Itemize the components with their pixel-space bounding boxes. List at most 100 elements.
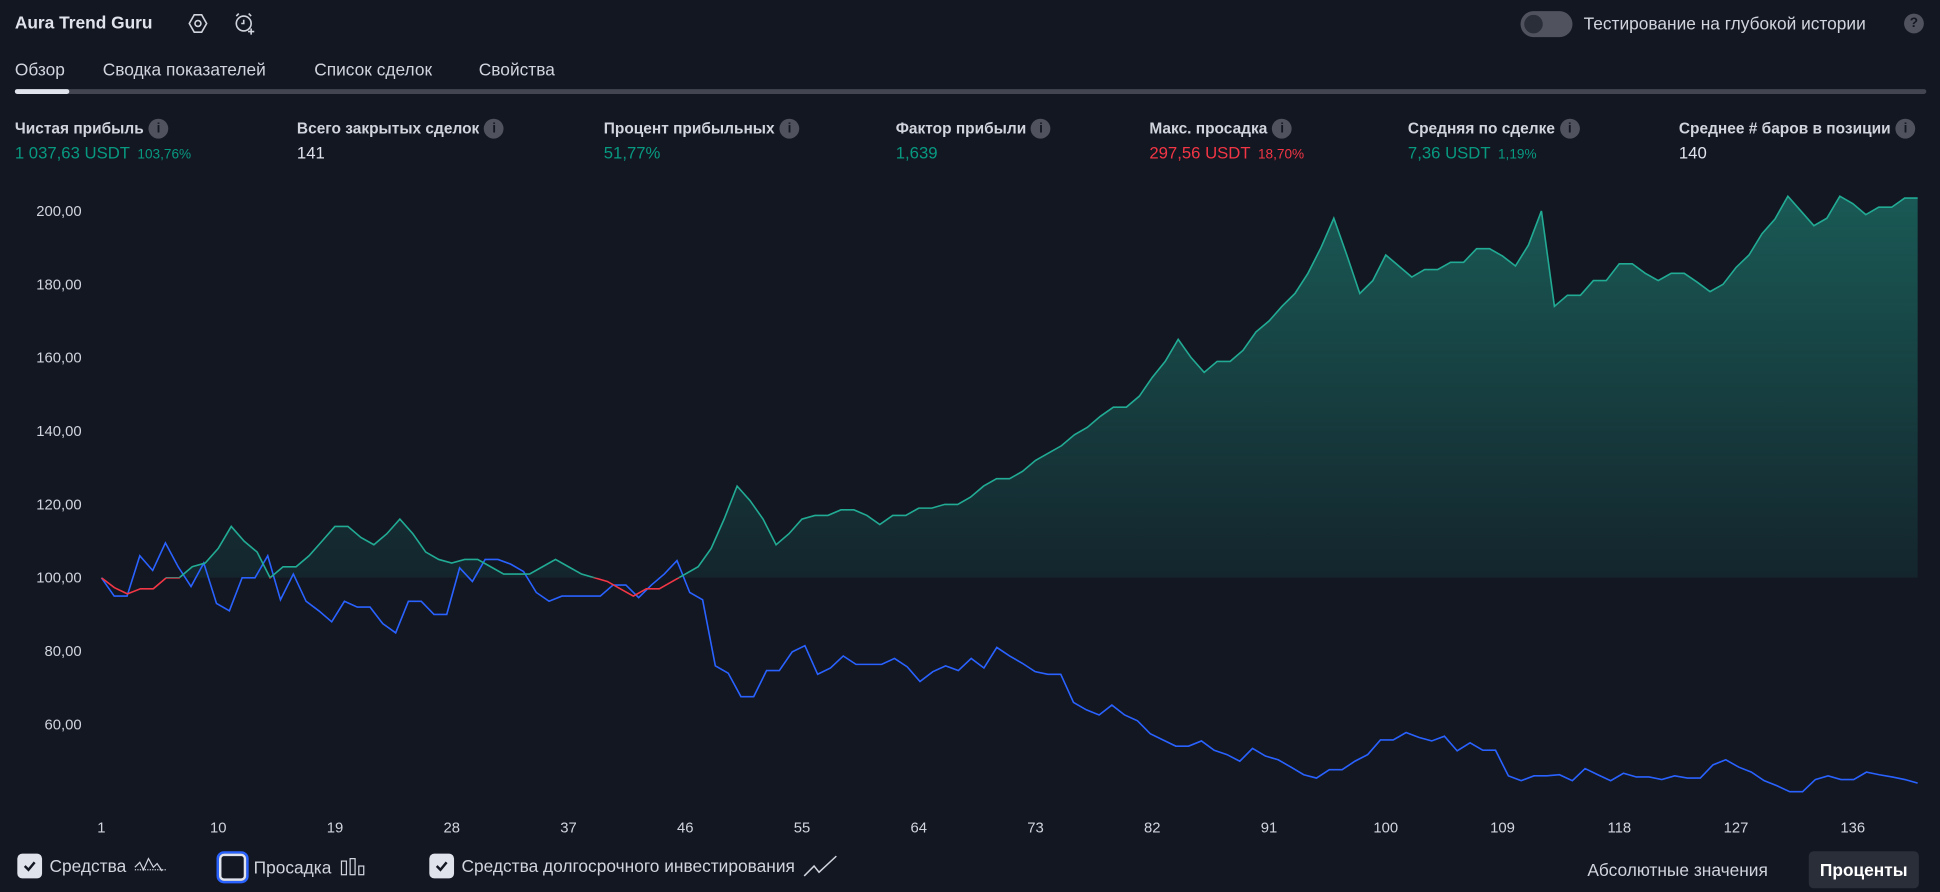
info-icon[interactable]: i bbox=[148, 118, 169, 139]
tab-performance-summary[interactable]: Сводка показателей bbox=[102, 59, 266, 80]
x-tick-label: 46 bbox=[677, 821, 694, 837]
stat-2: Процент прибыльных i 51,77% bbox=[603, 118, 800, 163]
stat-value-main: 1,639 bbox=[895, 143, 938, 163]
help-icon[interactable]: ? bbox=[1904, 13, 1924, 34]
x-tick-label: 1 bbox=[97, 821, 105, 837]
stat-value-main: 1 037,63 USDT bbox=[14, 143, 130, 163]
stat-label-text: Чистая прибыль bbox=[14, 120, 144, 138]
x-tick-label: 118 bbox=[1607, 821, 1631, 837]
legend-drawdown[interactable]: Просадка bbox=[218, 853, 366, 881]
equity-checkbox[interactable] bbox=[17, 853, 43, 879]
buy-hold-line bbox=[100, 541, 1918, 793]
x-tick-label: 100 bbox=[1373, 821, 1398, 837]
x-tick-label: 82 bbox=[1144, 821, 1161, 837]
stat-value: 7,36 USDT 1,19% bbox=[1408, 144, 1580, 163]
stat-label-text: Всего закрытых сделок bbox=[296, 120, 480, 138]
x-tick-label: 73 bbox=[1027, 821, 1044, 837]
legend-drawdown-label: Просадка bbox=[253, 857, 332, 878]
deep-history-label: Тестирование на глубокой истории bbox=[1583, 13, 1866, 34]
stat-label-text: Средняя по сделке bbox=[1407, 120, 1555, 138]
stat-6: Среднее # баров в позиции i 140 bbox=[1678, 118, 1916, 163]
stat-value: 1 037,63 USDT 103,76% bbox=[15, 144, 191, 163]
legend-buy-hold[interactable]: Средства долгосрочного инвестирования bbox=[429, 853, 837, 879]
y-tick-label: 80,00 bbox=[45, 644, 82, 660]
buy-hold-checkbox[interactable] bbox=[429, 853, 455, 879]
stat-value-main: 140 bbox=[1678, 143, 1707, 163]
x-tick-label: 28 bbox=[443, 821, 460, 837]
legend-equity-label: Средства bbox=[49, 856, 127, 876]
stat-value: 141 bbox=[297, 144, 504, 163]
add-alert-icon[interactable] bbox=[233, 11, 258, 36]
absolute-values-button[interactable]: Абсолютные значения bbox=[1587, 859, 1768, 880]
x-tick-label: 64 bbox=[910, 821, 927, 837]
tab-indicator-bar bbox=[14, 89, 1927, 95]
deep-history-toggle[interactable] bbox=[1520, 11, 1573, 38]
y-tick-label: 120,00 bbox=[36, 497, 81, 513]
tab-properties[interactable]: Свойства bbox=[478, 59, 555, 80]
stat-label: Среднее # баров в позиции i bbox=[1678, 118, 1916, 139]
stat-0: Чистая прибыль i 1 037,63 USDT 103,76% bbox=[14, 118, 191, 163]
stat-label-text: Фактор прибыли bbox=[895, 120, 1027, 138]
legend-equity[interactable]: Средства bbox=[17, 853, 168, 879]
stat-label: Фактор прибыли i bbox=[895, 118, 1051, 139]
stat-value-main: 297,56 USDT bbox=[1149, 143, 1251, 163]
drawdown-bars-icon bbox=[340, 857, 365, 876]
check-icon bbox=[435, 861, 448, 872]
drawdown-checkbox[interactable] bbox=[218, 853, 247, 881]
x-tick-label: 37 bbox=[560, 821, 577, 837]
x-tick-label: 55 bbox=[794, 821, 811, 837]
stat-label-text: Среднее # баров в позиции bbox=[1678, 120, 1891, 138]
equity-chart: 200,00180,00160,00140,00120,00100,0080,0… bbox=[36, 194, 1918, 837]
stat-4: Макс. просадка i 297,56 USDT 18,70% bbox=[1149, 118, 1304, 163]
equity-wave-icon bbox=[134, 857, 168, 872]
settings-icon[interactable] bbox=[186, 11, 211, 36]
stat-label: Чистая прибыль i bbox=[14, 118, 191, 139]
stat-label-text: Процент прибыльных bbox=[603, 120, 775, 138]
x-tick-label: 136 bbox=[1840, 821, 1865, 837]
stat-label: Процент прибыльных i bbox=[603, 118, 800, 139]
stat-label-text: Макс. просадка bbox=[1149, 120, 1268, 138]
equity-area-fill bbox=[101, 196, 1918, 578]
stat-5: Средняя по сделке i 7,36 USDT 1,19% bbox=[1407, 118, 1580, 163]
buy-hold-line-icon bbox=[803, 855, 837, 877]
y-tick-label: 60,00 bbox=[45, 717, 82, 733]
info-icon[interactable]: i bbox=[1272, 118, 1293, 139]
stat-1: Всего закрытых сделок i 141 bbox=[296, 118, 505, 163]
info-icon[interactable]: i bbox=[1031, 118, 1051, 139]
stat-value-percent: 103,76% bbox=[137, 147, 192, 163]
y-tick-label: 160,00 bbox=[36, 351, 81, 367]
y-tick-label: 100,00 bbox=[36, 571, 81, 587]
tab-trades-list[interactable]: Список сделок bbox=[314, 59, 433, 80]
stat-value: 140 bbox=[1679, 144, 1915, 163]
x-tick-label: 127 bbox=[1724, 821, 1749, 837]
stat-value-main: 7,36 USDT bbox=[1407, 143, 1491, 163]
percent-button[interactable]: Проценты bbox=[1808, 851, 1919, 889]
toggle-knob bbox=[1524, 14, 1543, 34]
y-tick-label: 180,00 bbox=[36, 277, 81, 293]
y-tick-label: 200,00 bbox=[36, 204, 81, 220]
check-icon bbox=[23, 861, 36, 872]
stat-value: 51,77% bbox=[604, 144, 800, 163]
y-tick-label: 140,00 bbox=[36, 424, 81, 440]
stat-3: Фактор прибыли i 1,639 bbox=[895, 118, 1051, 163]
stat-value: 1,639 bbox=[896, 144, 1051, 163]
stat-label: Всего закрытых сделок i bbox=[296, 118, 505, 139]
stat-value-percent: 18,70% bbox=[1257, 147, 1305, 163]
x-tick-label: 10 bbox=[210, 821, 227, 837]
info-icon[interactable]: i bbox=[484, 118, 505, 139]
stat-value-main: 141 bbox=[296, 143, 325, 163]
active-tab-indicator bbox=[14, 89, 70, 95]
stat-value-percent: 1,19% bbox=[1497, 147, 1537, 163]
info-icon[interactable]: i bbox=[779, 118, 800, 139]
x-tick-label: 19 bbox=[327, 821, 344, 837]
info-icon[interactable]: i bbox=[1895, 118, 1916, 139]
stat-label: Макс. просадка i bbox=[1149, 118, 1304, 139]
x-tick-label: 109 bbox=[1490, 821, 1515, 837]
stat-value: 297,56 USDT 18,70% bbox=[1149, 144, 1304, 163]
tab-overview[interactable]: Обзор bbox=[14, 59, 65, 80]
info-icon[interactable]: i bbox=[1559, 118, 1580, 139]
stat-label: Средняя по сделке i bbox=[1407, 118, 1580, 139]
stat-value-main: 51,77% bbox=[603, 143, 661, 163]
strategy-title: Aura Trend Guru bbox=[14, 12, 153, 33]
